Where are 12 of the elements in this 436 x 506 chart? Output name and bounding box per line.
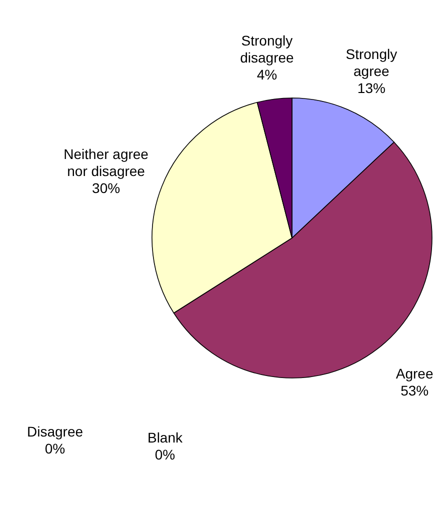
text: 0% bbox=[154, 446, 176, 462]
slice-label: Neither agree nor disagree bbox=[64, 146, 149, 179]
text: 0% bbox=[44, 440, 66, 456]
category-label: Blank bbox=[147, 430, 183, 446]
category-label: Disagree bbox=[26, 424, 84, 440]
data-label: 4% bbox=[256, 66, 278, 82]
slice-label: Strongly agree bbox=[346, 46, 398, 79]
data-label: 13% bbox=[357, 80, 386, 96]
data-label: 30% bbox=[92, 180, 120, 196]
data-label: 53% bbox=[400, 382, 429, 398]
slice-label: Strongly disagree bbox=[240, 32, 294, 66]
slice-label: Agree bbox=[396, 365, 434, 382]
